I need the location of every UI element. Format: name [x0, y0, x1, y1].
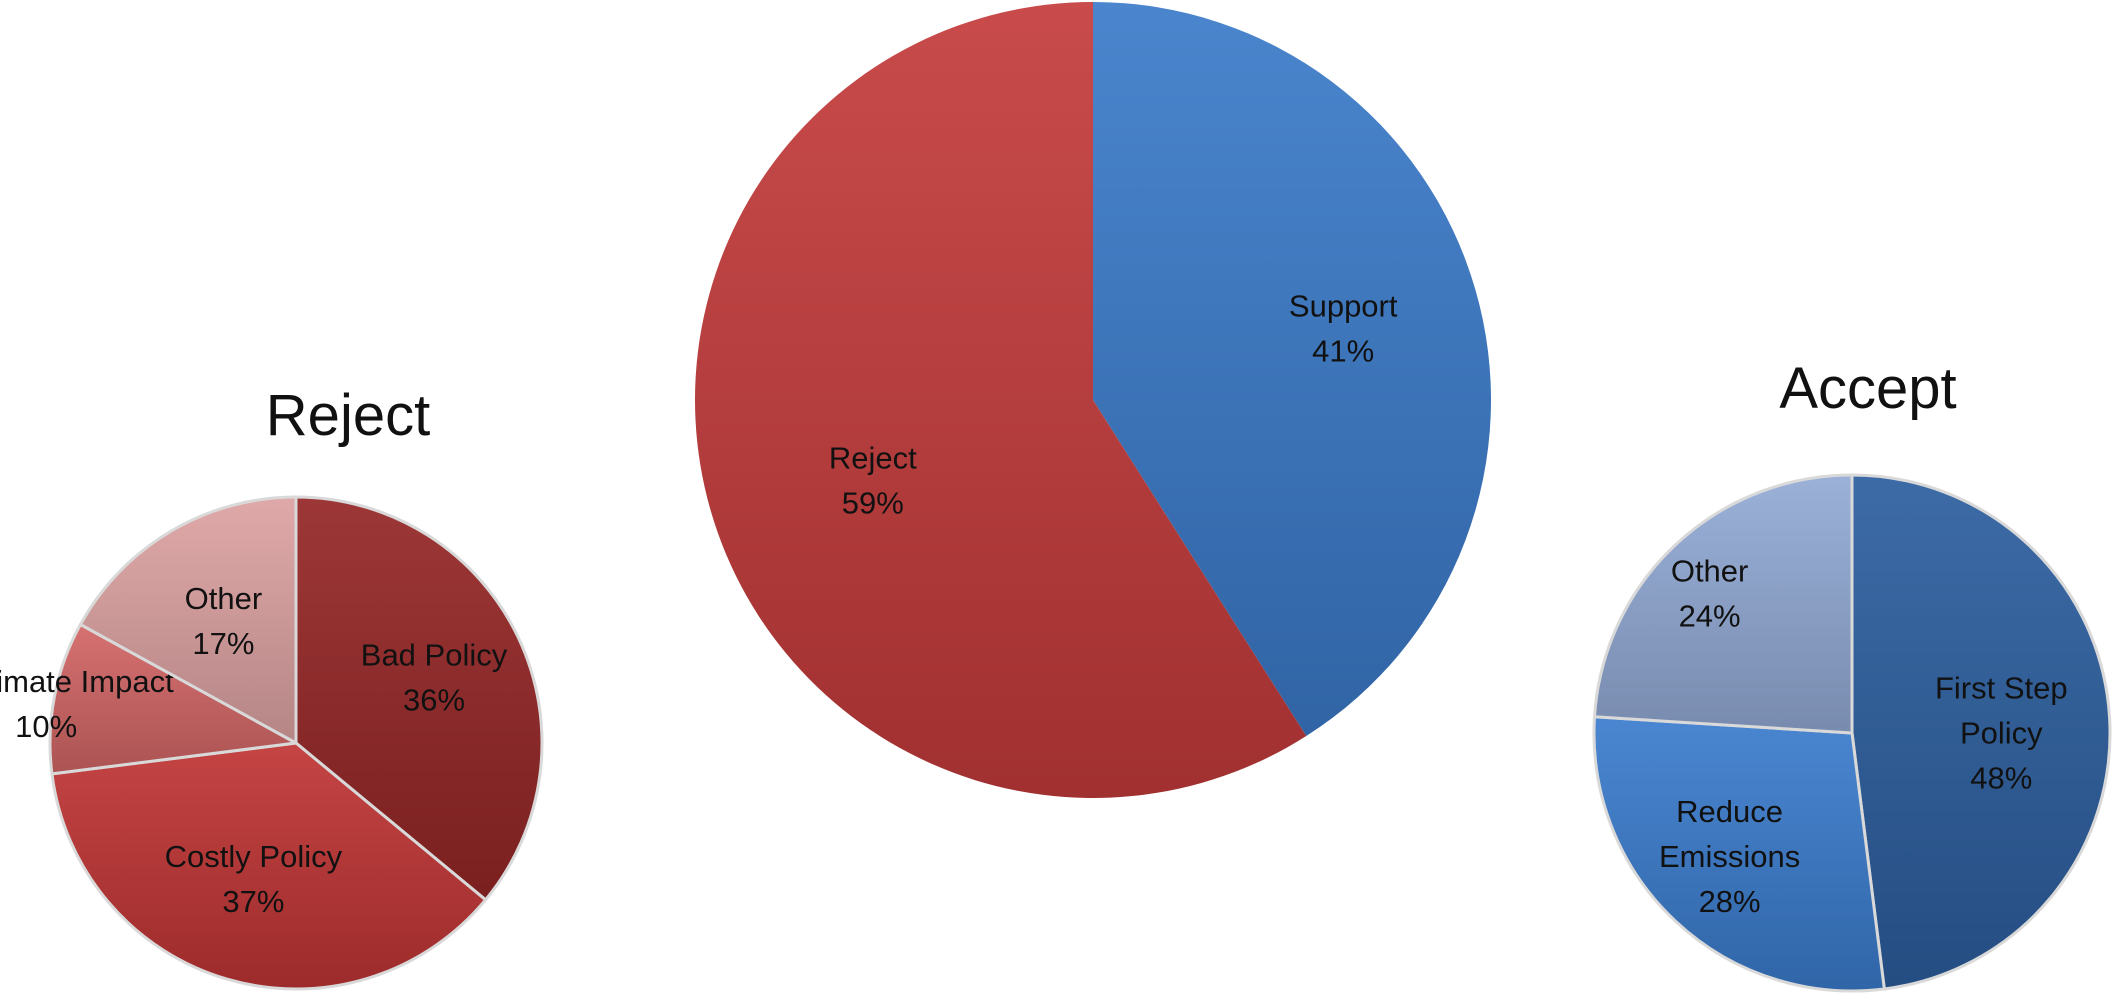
accept-pie-slice-reduce-emissions: [1592, 715, 1886, 993]
slice-value-label: 48%: [1970, 761, 2032, 796]
slice-category-label: Support: [1289, 288, 1398, 323]
slice-category-label: Reject: [829, 441, 917, 476]
slice-category-label: No Climate Impact: [0, 664, 174, 699]
reject-pie-slice-costly-policy: [50, 741, 488, 991]
slice-category-label: First Step: [1935, 671, 2068, 706]
accept-slice-label-other: Other 24%: [1671, 553, 1749, 633]
slice-value-label: 10%: [15, 709, 77, 744]
reject-slice-label-other: Other 17%: [185, 581, 263, 661]
reject-slice-label-costly-policy: Costly Policy 37%: [165, 839, 343, 919]
slice-value-label: 24%: [1679, 598, 1741, 633]
main-pie-slice-support: [1093, 2, 1491, 737]
slice-category-label: Policy: [1960, 716, 2043, 751]
slice-category-label: Bad Policy: [361, 638, 508, 673]
slice-category-label: Costly Policy: [165, 839, 343, 874]
reject-pie-slice-bad-policy: [294, 495, 544, 902]
main-slice-label-support: Support 41%: [1289, 288, 1398, 368]
accept-pie-slice-other: [1593, 473, 1854, 735]
slice-category-label: Other: [1671, 553, 1749, 588]
slice-category-label: Other: [185, 581, 263, 616]
slice-category-label: Emissions: [1659, 839, 1800, 874]
reject-slice-label-no-climate-impact: No Climate Impact 10%: [0, 664, 174, 744]
slice-value-label: 36%: [403, 683, 465, 718]
reject-pie-slice-other: [78, 495, 298, 745]
accept-pie-chart: First Step Policy 48% Reduce Emissions 28% Oth…: [1592, 356, 2112, 993]
main-pie-chart: Support 41% Reject 59%: [694, 2, 1491, 798]
slice-value-label: 59%: [842, 486, 904, 521]
reject-pie-chart: Bad Policy 36% Costly Policy 37% No Climate …: [0, 383, 544, 991]
reject-pie-slice-no-climate-impact: [48, 622, 298, 776]
slice-category-label: Reduce: [1676, 794, 1783, 829]
slice-value-label: 17%: [192, 626, 254, 661]
main-pie-slice-reject: [694, 2, 1307, 798]
accept-slice-label-reduce-emissions: Reduce Emissions 28%: [1659, 794, 1800, 919]
accept-chart-title: Accept: [1779, 356, 1956, 421]
accept-pie-slice-first-step-policy: [1850, 473, 2112, 991]
reject-slice-label-bad-policy: Bad Policy 36%: [361, 638, 508, 718]
reject-chart-title: Reject: [266, 383, 430, 448]
slice-value-label: 37%: [222, 884, 284, 919]
slice-value-label: 41%: [1312, 333, 1374, 368]
accept-slice-label-first-step-policy: First Step Policy 48%: [1935, 671, 2068, 796]
slice-value-label: 28%: [1699, 884, 1761, 919]
main-slice-label-reject: Reject 59%: [829, 441, 917, 521]
